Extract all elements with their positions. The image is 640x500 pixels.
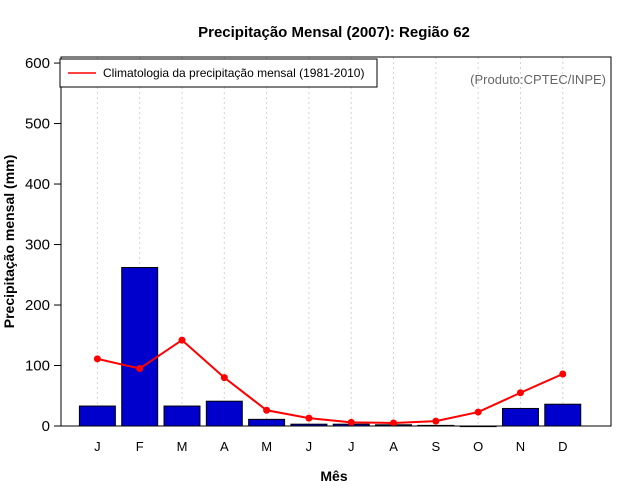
y-tick-label: 300 — [25, 237, 50, 254]
chart-title: Precipitação Mensal (2007): Região 62 — [198, 24, 470, 41]
x-tick-label: J — [348, 439, 355, 454]
climatology-point — [136, 365, 144, 373]
bar — [544, 403, 582, 427]
climatology-point — [347, 418, 355, 426]
y-tick-label: 600 — [25, 55, 50, 72]
y-tick-label: 400 — [25, 176, 50, 193]
climatology-point — [263, 406, 271, 414]
climatology-point — [178, 336, 186, 344]
bar — [205, 400, 243, 427]
climatology-line — [97, 338, 564, 424]
climatology-point — [93, 355, 101, 363]
bar — [121, 267, 159, 427]
climatology-point — [516, 389, 524, 397]
x-tick-label: S — [432, 439, 441, 454]
bar — [163, 405, 201, 427]
x-tick-label: M — [177, 439, 188, 454]
bar-series — [78, 267, 582, 428]
climatology-point — [220, 374, 228, 382]
x-tick-label: J — [306, 439, 313, 454]
legend-entry-climatology: Climatologia da precipitação mensal (198… — [103, 66, 364, 80]
climatology-series — [93, 336, 567, 427]
bar — [501, 407, 539, 427]
y-axis: 0 100 200 300 400 500 600 — [25, 55, 61, 435]
plot-frame — [60, 56, 612, 427]
climatology-point — [305, 414, 313, 422]
x-tick-label: O — [473, 439, 483, 454]
product-credit: (Produto:CPTEC/INPE) — [470, 72, 606, 87]
x-tick-label: F — [136, 439, 144, 454]
x-tick-label: J — [94, 439, 101, 454]
y-tick-label: 500 — [25, 116, 50, 133]
y-tick-label: 100 — [25, 358, 50, 375]
y-tick-label: 0 — [42, 418, 50, 435]
x-tick-label: A — [220, 439, 229, 454]
bar — [78, 405, 116, 427]
y-tick-label: 200 — [25, 297, 50, 314]
climatology-point — [432, 417, 440, 425]
x-tick-label: A — [389, 439, 398, 454]
y-axis-label: Precipitação mensal (mm) — [1, 155, 17, 329]
x-axis-label: Mês — [320, 468, 347, 484]
legend-box — [59, 58, 378, 88]
legend: Climatologia da precipitação mensal (198… — [59, 58, 378, 88]
bar — [248, 418, 286, 427]
grid-lines — [96, 57, 564, 426]
climatology-point — [474, 408, 482, 416]
climatology-point — [390, 419, 398, 427]
climatology-point — [559, 370, 567, 378]
x-tick-label: N — [516, 439, 525, 454]
x-tick-label: M — [261, 439, 272, 454]
x-tick-label: D — [558, 439, 567, 454]
